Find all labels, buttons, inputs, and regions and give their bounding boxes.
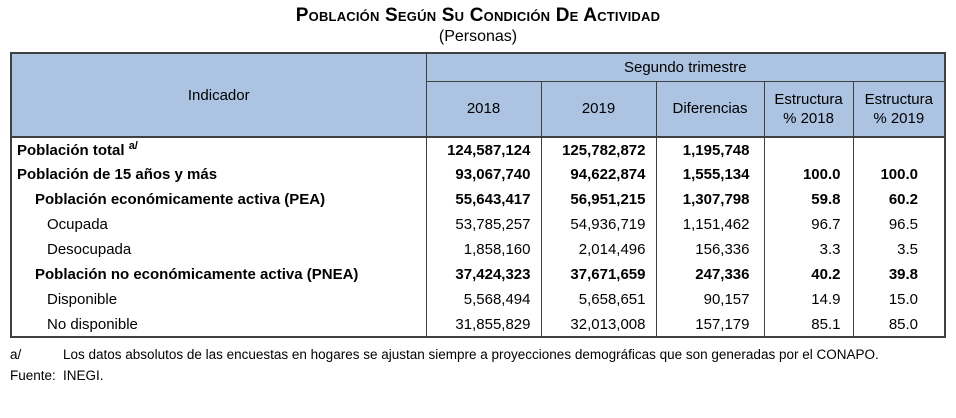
table-row-pnea: Población no económicamente activa (PNEA… bbox=[10, 262, 946, 287]
cell-2019: 125,782,872 bbox=[540, 137, 657, 162]
cell-estructura-2018: 85.1 bbox=[763, 312, 854, 337]
col-header-diferencias: Diferencias bbox=[655, 80, 765, 138]
cell-estructura-2019: 100.0 bbox=[852, 162, 946, 187]
header-columns-row: 2018 2019 Diferencias Estructura % 2018 … bbox=[11, 80, 946, 138]
cell-estructura-2019: 60.2 bbox=[852, 187, 946, 212]
cell-2018: 53,785,257 bbox=[425, 212, 542, 237]
cell-estructura-2018: 59.8 bbox=[763, 187, 854, 212]
cell-diferencias: 1,195,748 bbox=[655, 137, 765, 162]
col-header-segundo-trimestre: Segundo trimestre bbox=[425, 52, 946, 82]
cell-2019: 5,658,651 bbox=[540, 287, 657, 312]
cell-diferencias: 1,151,462 bbox=[655, 212, 765, 237]
cell-estructura-2019: 85.0 bbox=[852, 312, 946, 337]
cell-2019: 54,936,719 bbox=[540, 212, 657, 237]
cell-diferencias: 1,555,134 bbox=[655, 162, 765, 187]
footnote-marker: a/ bbox=[10, 347, 22, 362]
row-label: No disponible bbox=[10, 312, 427, 337]
table-row-poblacion-15-mas: Población de 15 años y más 93,067,740 94… bbox=[10, 162, 946, 187]
footnote-marker-ref: a/ bbox=[128, 139, 138, 152]
cell-2019: 94,622,874 bbox=[540, 162, 657, 187]
cell-diferencias: 156,336 bbox=[655, 237, 765, 262]
col-header-estructura-2019: Estructura % 2019 bbox=[852, 80, 946, 138]
cell-estructura-2019: 3.5 bbox=[852, 237, 946, 262]
cell-estructura-2018: 96.7 bbox=[763, 212, 854, 237]
cell-diferencias: 1,307,798 bbox=[655, 187, 765, 212]
footnote: a/ Los datos absolutos de las encuestas … bbox=[10, 346, 956, 363]
cell-estructura-2018: 100.0 bbox=[763, 162, 854, 187]
cell-estructura-2018: 40.2 bbox=[763, 262, 854, 287]
cell-2018: 31,855,829 bbox=[425, 312, 542, 337]
cell-estructura-2019: 96.5 bbox=[852, 212, 946, 237]
cell-diferencias: 90,157 bbox=[655, 287, 765, 312]
cell-diferencias: 157,179 bbox=[655, 312, 765, 337]
row-label: Población de 15 años y más bbox=[10, 162, 427, 187]
cell-2019: 2,014,496 bbox=[540, 237, 657, 262]
population-activity-table: Indicador Segundo trimestre 2018 2019 Di… bbox=[10, 52, 947, 338]
row-label: Desocupada bbox=[10, 237, 427, 262]
cell-diferencias: 247,336 bbox=[655, 262, 765, 287]
cell-estructura-2018: 14.9 bbox=[763, 287, 854, 312]
col-header-2018: 2018 bbox=[425, 80, 542, 138]
table-row-ocupada: Ocupada 53,785,257 54,936,719 1,151,462 … bbox=[10, 212, 946, 237]
table-row-poblacion-total: Población total a/ 124,587,124 125,782,8… bbox=[10, 137, 946, 162]
table-row-no-disponible: No disponible 31,855,829 32,013,008 157,… bbox=[10, 312, 946, 337]
cell-estructura-2018 bbox=[763, 137, 854, 162]
table-row-desocupada: Desocupada 1,858,160 2,014,496 156,336 3… bbox=[10, 237, 946, 262]
table-notes: a/ Los datos absolutos de las encuestas … bbox=[10, 346, 956, 384]
col-header-estructura-2018: Estructura % 2018 bbox=[763, 80, 854, 138]
cell-2018: 55,643,417 bbox=[425, 187, 542, 212]
cell-estructura-2019 bbox=[852, 137, 946, 162]
row-label: Población no económicamente activa (PNEA… bbox=[10, 262, 427, 287]
col-header-indicador: Indicador bbox=[10, 52, 427, 138]
footnote-text: Los datos absolutos de las encuestas en … bbox=[63, 347, 879, 362]
source-label: Fuente: bbox=[10, 368, 56, 383]
page-title: Población Según Su Condición De Activida… bbox=[295, 5, 661, 26]
table-row-disponible: Disponible 5,568,494 5,658,651 90,157 14… bbox=[10, 287, 946, 312]
cell-2019: 37,671,659 bbox=[540, 262, 657, 287]
table-row-pea: Población económicamente activa (PEA) 55… bbox=[10, 187, 946, 212]
cell-estructura-2019: 15.0 bbox=[852, 287, 946, 312]
cell-2018: 124,587,124 bbox=[425, 137, 542, 162]
row-label: Población económicamente activa (PEA) bbox=[10, 187, 427, 212]
row-label: Ocupada bbox=[10, 212, 427, 237]
row-label-text: Población total bbox=[17, 141, 125, 159]
row-label: Población total a/ bbox=[10, 137, 427, 162]
page-subtitle: (Personas) bbox=[438, 28, 518, 45]
cell-2019: 32,013,008 bbox=[540, 312, 657, 337]
cell-2019: 56,951,215 bbox=[540, 187, 657, 212]
row-label: Disponible bbox=[10, 287, 427, 312]
source-line: Fuente: INEGI. bbox=[10, 367, 956, 384]
col-header-2019: 2019 bbox=[540, 80, 657, 138]
cell-estructura-2018: 3.3 bbox=[763, 237, 854, 262]
cell-estructura-2019: 39.8 bbox=[852, 262, 946, 287]
header-group-row: Indicador Segundo trimestre bbox=[10, 52, 946, 138]
cell-2018: 37,424,323 bbox=[425, 262, 542, 287]
cell-2018: 93,067,740 bbox=[425, 162, 542, 187]
cell-2018: 5,568,494 bbox=[425, 287, 542, 312]
source-text: INEGI. bbox=[63, 368, 104, 383]
cell-2018: 1,858,160 bbox=[425, 237, 542, 262]
